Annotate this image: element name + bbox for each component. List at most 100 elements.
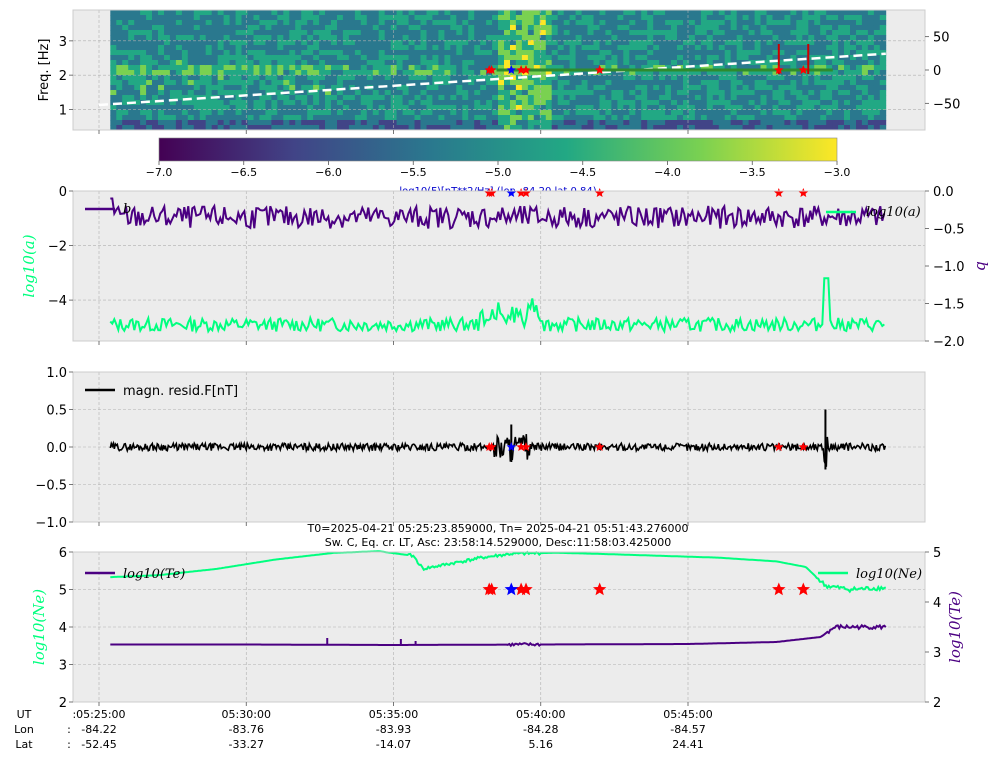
spectrogram-cell (438, 110, 445, 116)
spectrogram-cell (850, 15, 857, 21)
spectrogram-cell (533, 15, 541, 21)
spectrogram-cell (408, 45, 415, 51)
spectrogram-cell (366, 15, 374, 21)
spectrogram-cell (319, 80, 326, 86)
spectrogram-cell (366, 60, 374, 66)
spectrogram-cell (164, 85, 171, 91)
spectrogram-cell (605, 40, 612, 46)
spectrogram-cell (683, 15, 690, 21)
spectrogram-cell (134, 95, 141, 101)
spectrogram-cell (289, 15, 296, 21)
spectrogram-cell (205, 85, 213, 91)
spectrogram-cell (307, 50, 314, 56)
spectrogram-cell (211, 65, 219, 71)
spectrogram-cell (169, 35, 177, 41)
spectrogram-cell (772, 95, 779, 101)
spectrogram-cell (414, 100, 421, 106)
spectrogram-cell (593, 60, 600, 66)
spectrogram-cell (784, 20, 791, 26)
spectrogram-cell (557, 110, 565, 116)
spectrogram-cell (533, 20, 541, 26)
spectrogram-cell (742, 20, 749, 26)
spectrogram-cell (498, 75, 505, 81)
spectrogram-cell (181, 65, 189, 71)
spectrogram-cell (384, 90, 392, 96)
spectrogram-cell (850, 55, 857, 61)
spectrogram-cell (474, 80, 481, 86)
spectrogram-cell (641, 105, 648, 111)
spectrogram-cell (313, 55, 320, 61)
spectrogram-cell (647, 110, 654, 116)
spectrogram-cell (730, 100, 738, 106)
spectrogram-cell (504, 90, 511, 96)
spectrogram-cell (677, 30, 684, 36)
spectrogram-cell (134, 115, 141, 121)
spectrogram-cell (158, 20, 165, 26)
spectrogram-cell (241, 115, 248, 121)
spectrogram-cell (199, 55, 207, 61)
spectrogram-cell (235, 60, 242, 66)
spectrogram-cell (671, 90, 678, 96)
spectrogram-cell (438, 20, 445, 26)
spectrogram-cell (653, 15, 660, 21)
spectrogram-cell (444, 50, 451, 56)
spectrogram-cell (539, 35, 547, 41)
spectrogram-cell (414, 125, 421, 131)
spectrogram-cell (772, 35, 779, 41)
spectrogram-cell (641, 50, 648, 56)
table-cell: 05:35:00 (369, 708, 418, 721)
spectrogram-cell (295, 60, 302, 66)
spectrogram-cell (504, 80, 511, 86)
spectrogram-cell (593, 115, 600, 121)
plasma-legend-ne: log10(Ne) (818, 567, 922, 582)
spectrogram-cell (569, 35, 576, 41)
spectrogram-cell (867, 80, 875, 86)
spectrogram-cell (271, 15, 278, 21)
spectrogram-cell (378, 50, 386, 56)
spectrogram-cell (354, 120, 362, 126)
spectrogram-cell (164, 30, 171, 36)
spectrogram-cell (360, 110, 368, 116)
spectrogram-cell (575, 110, 582, 116)
spectrogram-cell (474, 105, 481, 111)
spectrogram-cell (671, 30, 678, 36)
spectrogram-cell (175, 100, 183, 106)
spectrogram-cell (414, 70, 421, 76)
spectrogram-cell (724, 30, 732, 36)
spectrogram-cell (510, 25, 517, 31)
spectrogram-cell (671, 35, 678, 41)
spectrogram-cell (217, 125, 225, 131)
spectrogram-cell (241, 20, 248, 26)
spectrogram-cell (110, 40, 117, 46)
spectrogram-cell (205, 105, 213, 111)
spectrogram-cell (468, 120, 475, 126)
spectrogram-cell (402, 90, 409, 96)
spectrogram-cell (718, 55, 726, 61)
spectrogram-cell (605, 50, 612, 56)
spectrogram-cell (122, 55, 129, 61)
spectrogram-cell (396, 55, 403, 61)
spectrogram-cell (426, 90, 433, 96)
spectrogram-cell (247, 60, 254, 66)
spectrogram-cell (790, 110, 797, 116)
spectrogram-cell (539, 125, 547, 131)
spectrogram-cell (665, 35, 672, 41)
spectrogram-cell (808, 45, 815, 51)
spectrogram-cell (140, 50, 147, 56)
spectrogram-cell (187, 65, 195, 71)
spectrogram-cell (295, 45, 302, 51)
spectrogram-cell (444, 10, 451, 16)
spectrogram-cell (527, 35, 535, 41)
spectrogram-cell (223, 80, 230, 86)
spectrogram-cell (498, 50, 505, 56)
spectrogram-cell (510, 105, 517, 111)
spectrogram-cell (575, 60, 582, 66)
spectrogram-cell (265, 115, 272, 121)
event-star-red (772, 582, 786, 596)
spectrogram-cell (432, 55, 439, 61)
spectrogram-cell (790, 95, 797, 101)
spectrogram-cell (515, 80, 523, 86)
spectrogram-cell (199, 120, 207, 126)
te-tick-label: 3 (933, 646, 941, 661)
spectrogram-cell (372, 15, 380, 21)
